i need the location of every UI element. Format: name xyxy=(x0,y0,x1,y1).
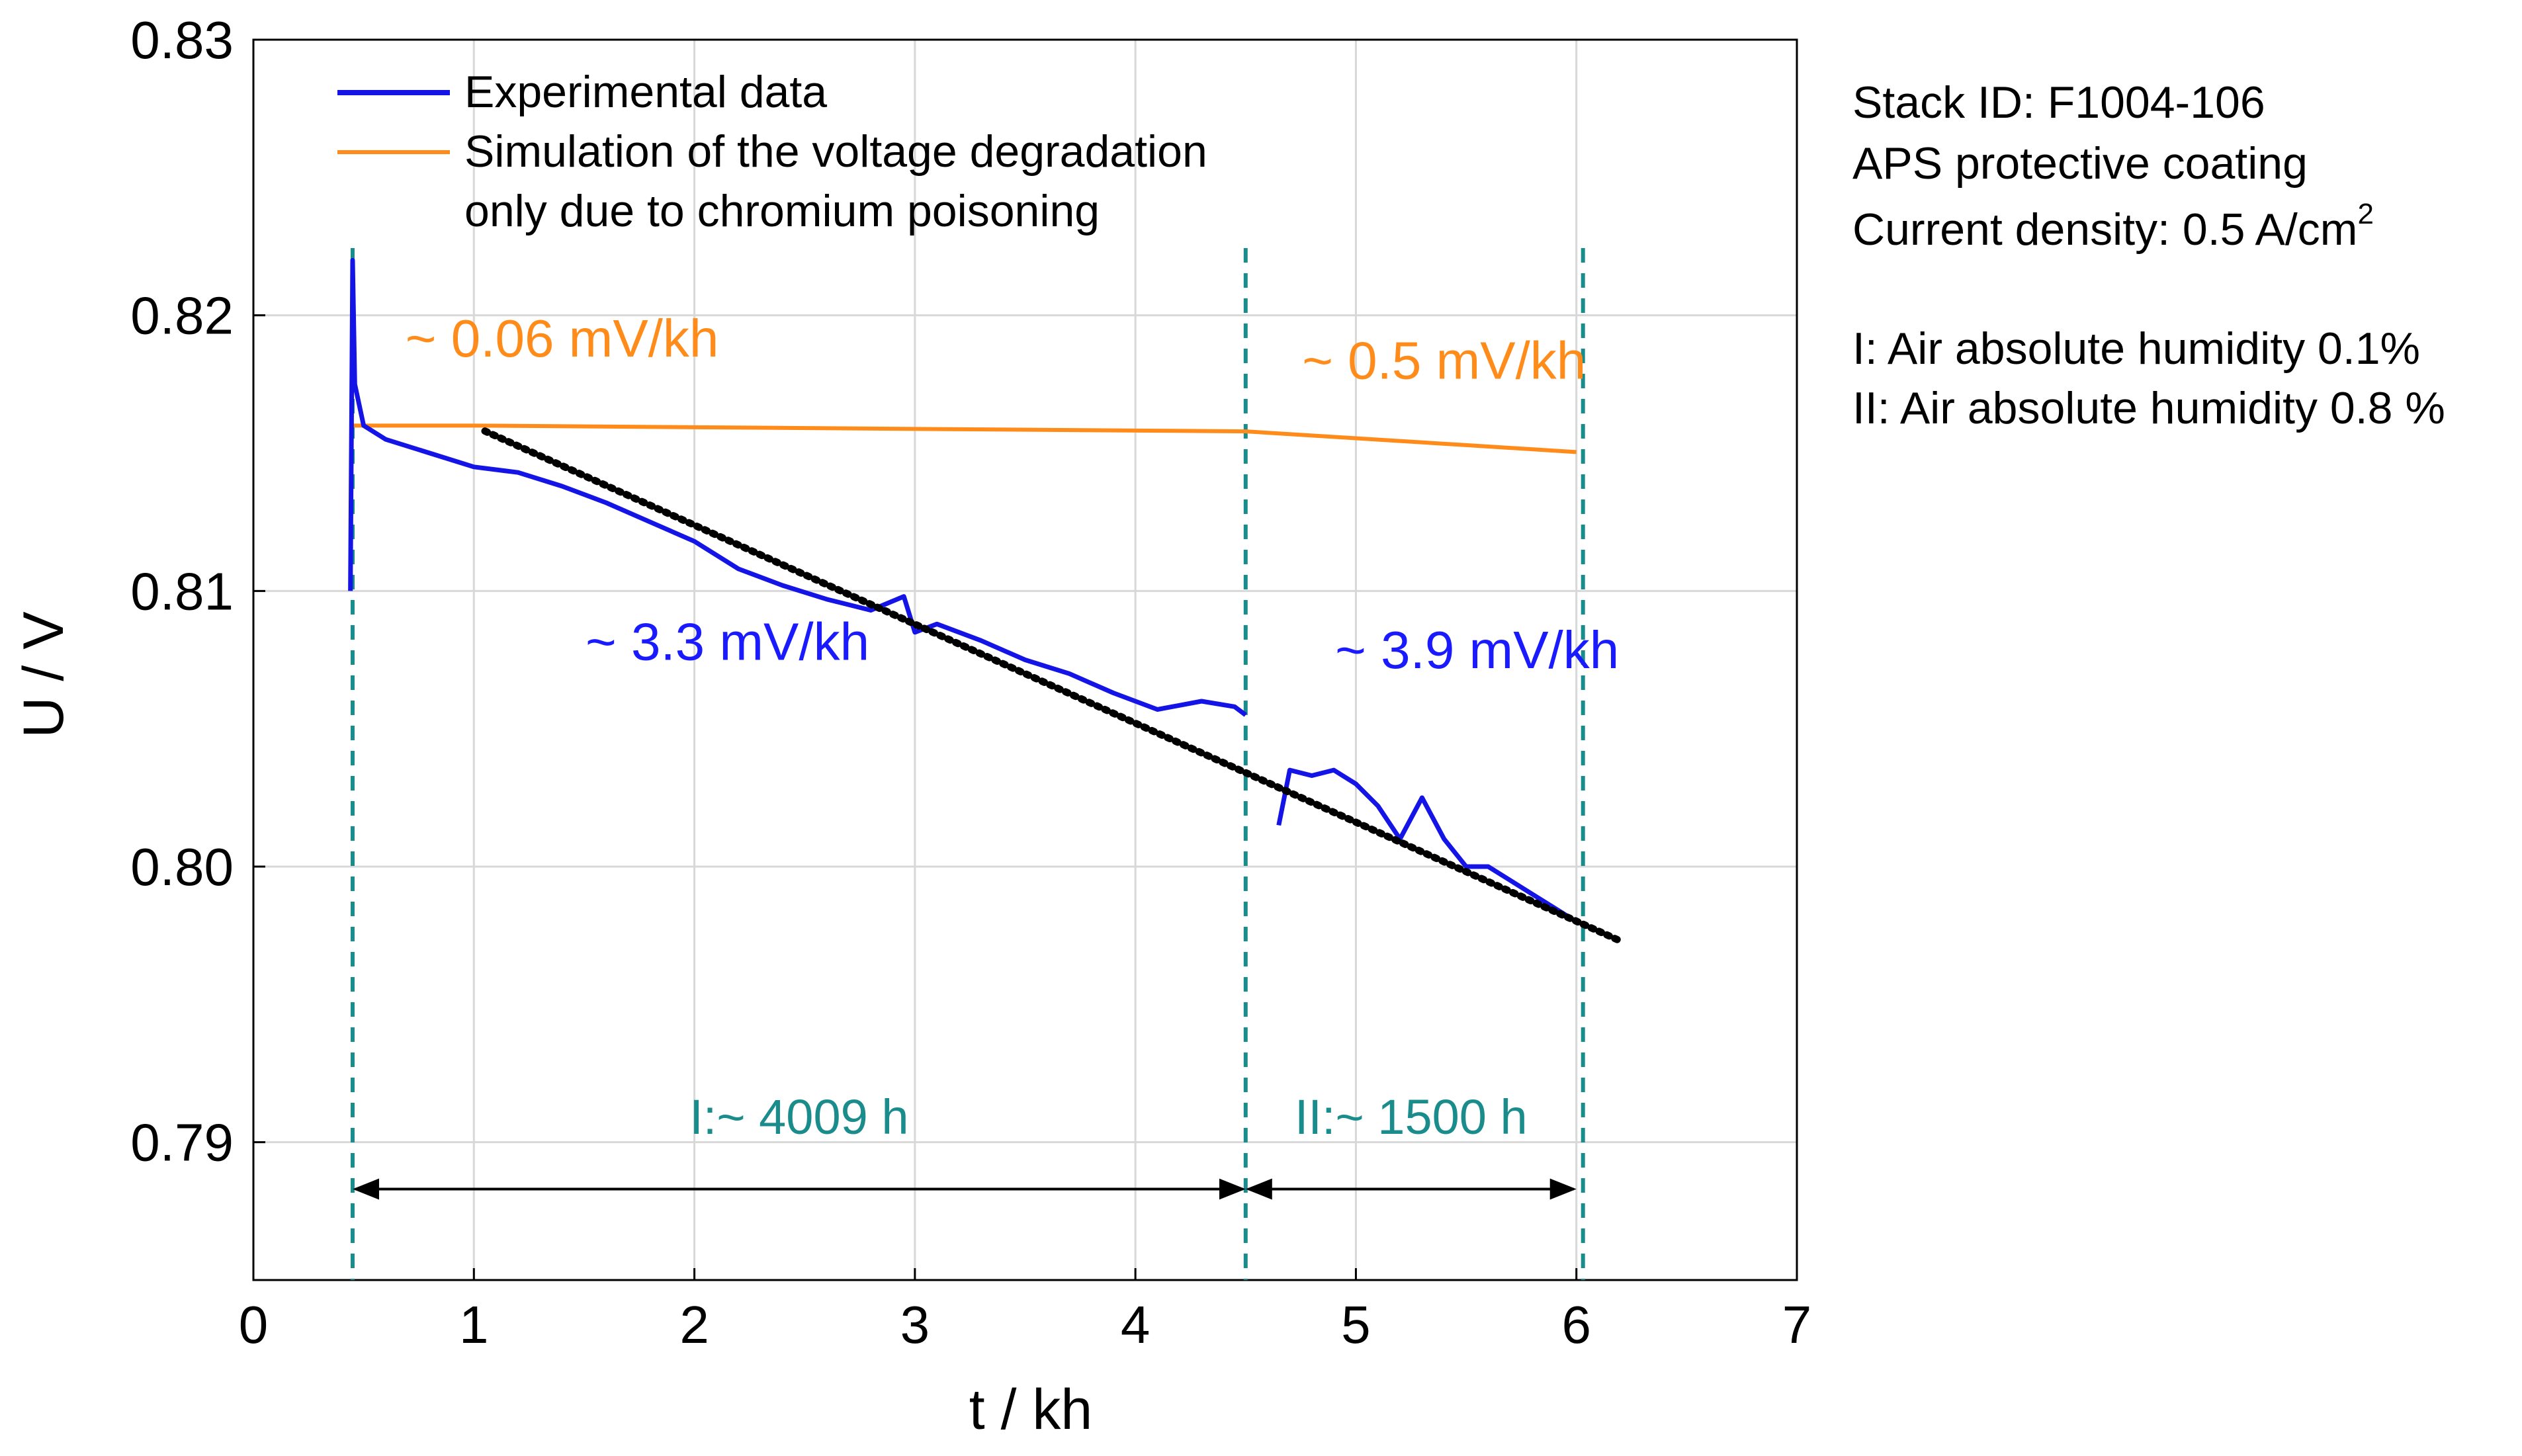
x-tick-label: 1 xyxy=(459,1295,489,1354)
x-tick-label: 2 xyxy=(679,1295,709,1354)
experimental-data-line xyxy=(348,257,1247,717)
phase-spans: I:~ 4009 h II:~ 1500 h xyxy=(352,1090,1577,1200)
legend-label-experimental: Experimental data xyxy=(464,67,827,117)
phase-duration-label: II:~ 1500 h xyxy=(1295,1090,1528,1144)
simulation-line xyxy=(350,423,1577,454)
phase-divider-lines xyxy=(350,248,1585,1280)
x-tick-label: 3 xyxy=(900,1295,930,1354)
stack-id: Stack ID: F1004-106 xyxy=(1852,77,2265,128)
y-tick-label: 0.79 xyxy=(130,1113,234,1172)
tick-labels: 0 1 2 3 4 5 6 7 0.79 0.80 0.81 0.82 0.83 xyxy=(130,11,1811,1354)
y-tick-label: 0.81 xyxy=(130,562,234,621)
x-axis-title: t / kh xyxy=(969,1378,1092,1441)
y-tick-label: 0.80 xyxy=(130,837,234,896)
y-tick-label: 0.82 xyxy=(130,286,234,345)
series-group xyxy=(348,257,1624,945)
coating: APS protective coating xyxy=(1852,138,2308,189)
x-tick-label: 0 xyxy=(239,1295,269,1354)
phase-duration-label: I:~ 4009 h xyxy=(689,1090,908,1144)
y-axis-title: U / V xyxy=(12,611,75,738)
grid xyxy=(253,40,1797,1280)
x-tick-label: 7 xyxy=(1782,1295,1812,1354)
humidity-phase-1: I: Air absolute humidity 0.1% xyxy=(1852,323,2420,374)
degradation-rate-label: ~ 0.5 mV/kh xyxy=(1302,331,1586,390)
plot-frame xyxy=(252,38,1798,1281)
humidity-phase-2: II: Air absolute humidity 0.8 % xyxy=(1852,383,2445,433)
current-density-text: Current density: 0.5 A/cm xyxy=(1852,204,2357,255)
legend-label-simulation-line2: only due to chromium poisoning xyxy=(464,186,1100,236)
linear-fit-line xyxy=(481,427,1624,945)
legend-label-simulation-line1: Simulation of the voltage degradation xyxy=(464,126,1207,177)
legend: Experimental data Simulation of the volt… xyxy=(337,67,1207,236)
experimental-data-line xyxy=(1276,767,1578,924)
side-info: Stack ID: F1004-106 APS protective coati… xyxy=(1852,77,2445,433)
annotations: ~ 0.06 mV/kh ~ 0.5 mV/kh ~ 3.3 mV/kh ~ 3.9 … xyxy=(406,309,1619,679)
degradation-rate-label: ~ 3.9 mV/kh xyxy=(1335,621,1619,679)
degradation-rate-label: ~ 0.06 mV/kh xyxy=(406,309,719,368)
current-density: Current density: 0.5 A/cm2 xyxy=(1852,198,2374,255)
x-tick-label: 4 xyxy=(1121,1295,1151,1354)
x-tick-label: 6 xyxy=(1561,1295,1591,1354)
degradation-rate-label: ~ 3.3 mV/kh xyxy=(586,613,869,671)
current-density-superscript: 2 xyxy=(2357,198,2373,230)
x-tick-label: 5 xyxy=(1341,1295,1371,1354)
y-tick-label: 0.83 xyxy=(130,11,234,69)
